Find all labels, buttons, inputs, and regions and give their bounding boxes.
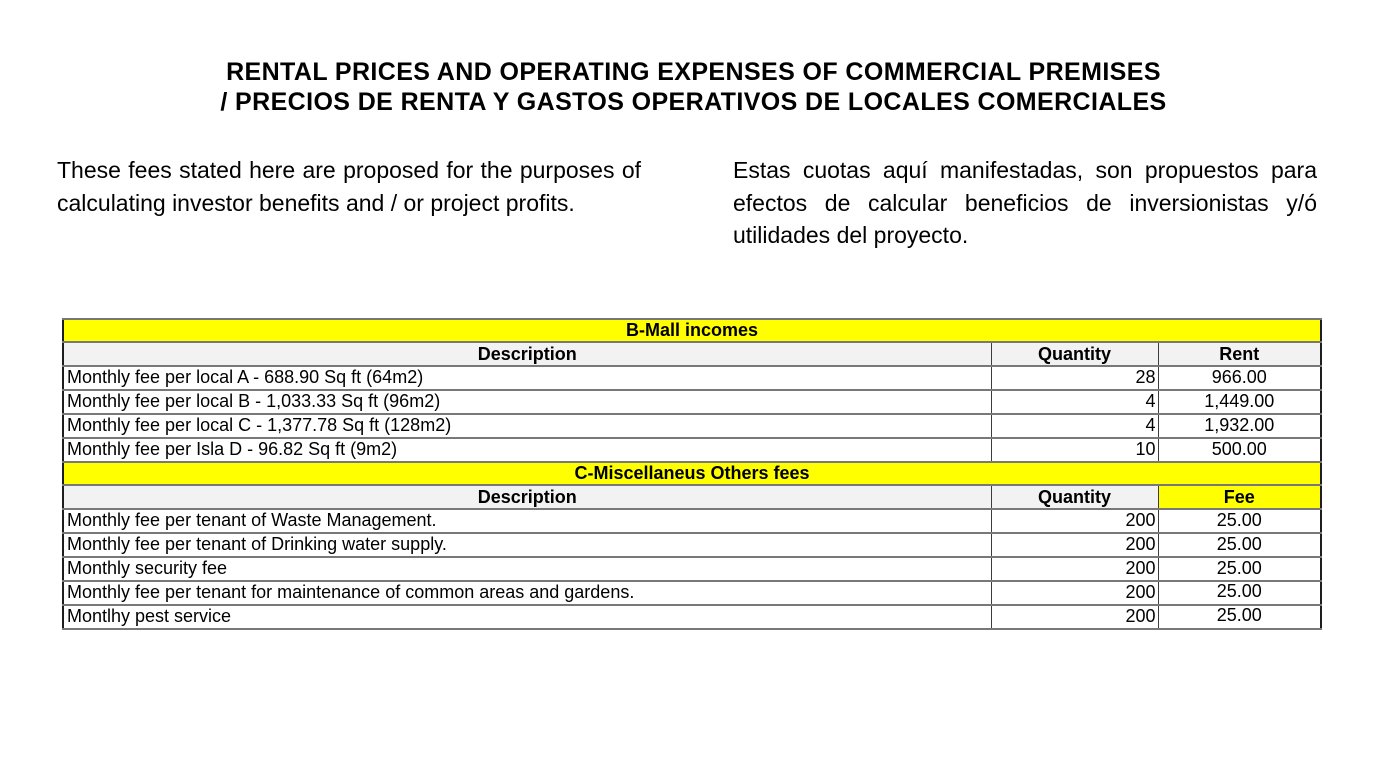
column-header-description: Description [62, 341, 992, 367]
title-line-1: RENTAL PRICES AND OPERATING EXPENSES OF … [226, 58, 1161, 86]
table-row: Monthly fee per local C - 1,377.78 Sq ft… [62, 413, 1322, 439]
title-line-2: / PRECIOS DE RENTA Y GASTOS OPERATIVOS D… [220, 88, 1167, 116]
cell-description: Monthly fee per local B - 1,033.33 Sq ft… [62, 389, 992, 415]
table-row: Monthly fee per tenant for maintenance o… [62, 580, 1322, 606]
cell-rent: 1,449.00 [1157, 389, 1322, 415]
cell-rent: 500.00 [1157, 437, 1322, 463]
intro-paragraph-spanish: Estas cuotas aquí manifestadas, son prop… [733, 157, 1317, 248]
cell-quantity: 4 [990, 389, 1159, 415]
page-title: RENTAL PRICES AND OPERATING EXPENSES OF … [0, 57, 1387, 117]
cell-quantity: 200 [990, 556, 1159, 582]
table-row: Monthly fee per tenant of Drinking water… [62, 532, 1322, 558]
cell-fee: 25.00 [1157, 508, 1322, 534]
section-b-column-header-row: Description Quantity Rent [62, 341, 1322, 367]
cell-description: Monthly fee per Isla D - 96.82 Sq ft (9m… [62, 437, 992, 463]
column-header-quantity: Quantity [990, 341, 1159, 367]
cell-description: Montlhy pest service [62, 604, 992, 630]
intro-section: These fees stated here are proposed for … [57, 154, 1317, 252]
section-c-header-row: C-Miscellaneus Others fees [62, 461, 1322, 486]
cell-quantity: 200 [990, 532, 1159, 558]
section-b-title: B-Mall incomes [62, 318, 1322, 343]
section-c-title: C-Miscellaneus Others fees [62, 461, 1322, 486]
table-row: Monthly fee per local B - 1,033.33 Sq ft… [62, 389, 1322, 415]
table-row: Monthly fee per tenant of Waste Manageme… [62, 508, 1322, 534]
cell-description: Monthly fee per tenant of Waste Manageme… [62, 508, 992, 534]
cell-fee: 25.00 [1157, 604, 1322, 630]
cell-rent: 966.00 [1157, 365, 1322, 391]
column-header-description: Description [62, 484, 992, 510]
cell-description: Monthly fee per tenant of Drinking water… [62, 532, 992, 558]
cell-quantity: 10 [990, 437, 1159, 463]
column-header-quantity: Quantity [990, 484, 1159, 510]
cell-fee: 25.00 [1157, 532, 1322, 558]
column-header-fee: Fee [1157, 484, 1322, 510]
fees-table: B-Mall incomes Description Quantity Rent… [62, 318, 1323, 630]
table-row: Monthly fee per local A - 688.90 Sq ft (… [62, 365, 1322, 391]
section-b-header-row: B-Mall incomes [62, 318, 1322, 343]
cell-quantity: 4 [990, 413, 1159, 439]
cell-description: Monthly security fee [62, 556, 992, 582]
cell-quantity: 200 [990, 604, 1159, 630]
column-header-rent: Rent [1157, 341, 1322, 367]
table-row: Monthly security fee 200 25.00 [62, 556, 1322, 582]
cell-description: Monthly fee per tenant for maintenance o… [62, 580, 992, 606]
cell-description: Monthly fee per local C - 1,377.78 Sq ft… [62, 413, 992, 439]
cell-fee: 25.00 [1157, 580, 1322, 606]
cell-quantity: 200 [990, 580, 1159, 606]
cell-rent: 1,932.00 [1157, 413, 1322, 439]
cell-quantity: 28 [990, 365, 1159, 391]
cell-fee: 25.00 [1157, 556, 1322, 582]
cell-quantity: 200 [990, 508, 1159, 534]
cell-description: Monthly fee per local A - 688.90 Sq ft (… [62, 365, 992, 391]
section-c-column-header-row: Description Quantity Fee [62, 484, 1322, 510]
intro-paragraph-english: These fees stated here are proposed for … [57, 157, 641, 216]
table-row: Monthly fee per Isla D - 96.82 Sq ft (9m… [62, 437, 1322, 463]
table-row: Montlhy pest service 200 25.00 [62, 604, 1322, 630]
